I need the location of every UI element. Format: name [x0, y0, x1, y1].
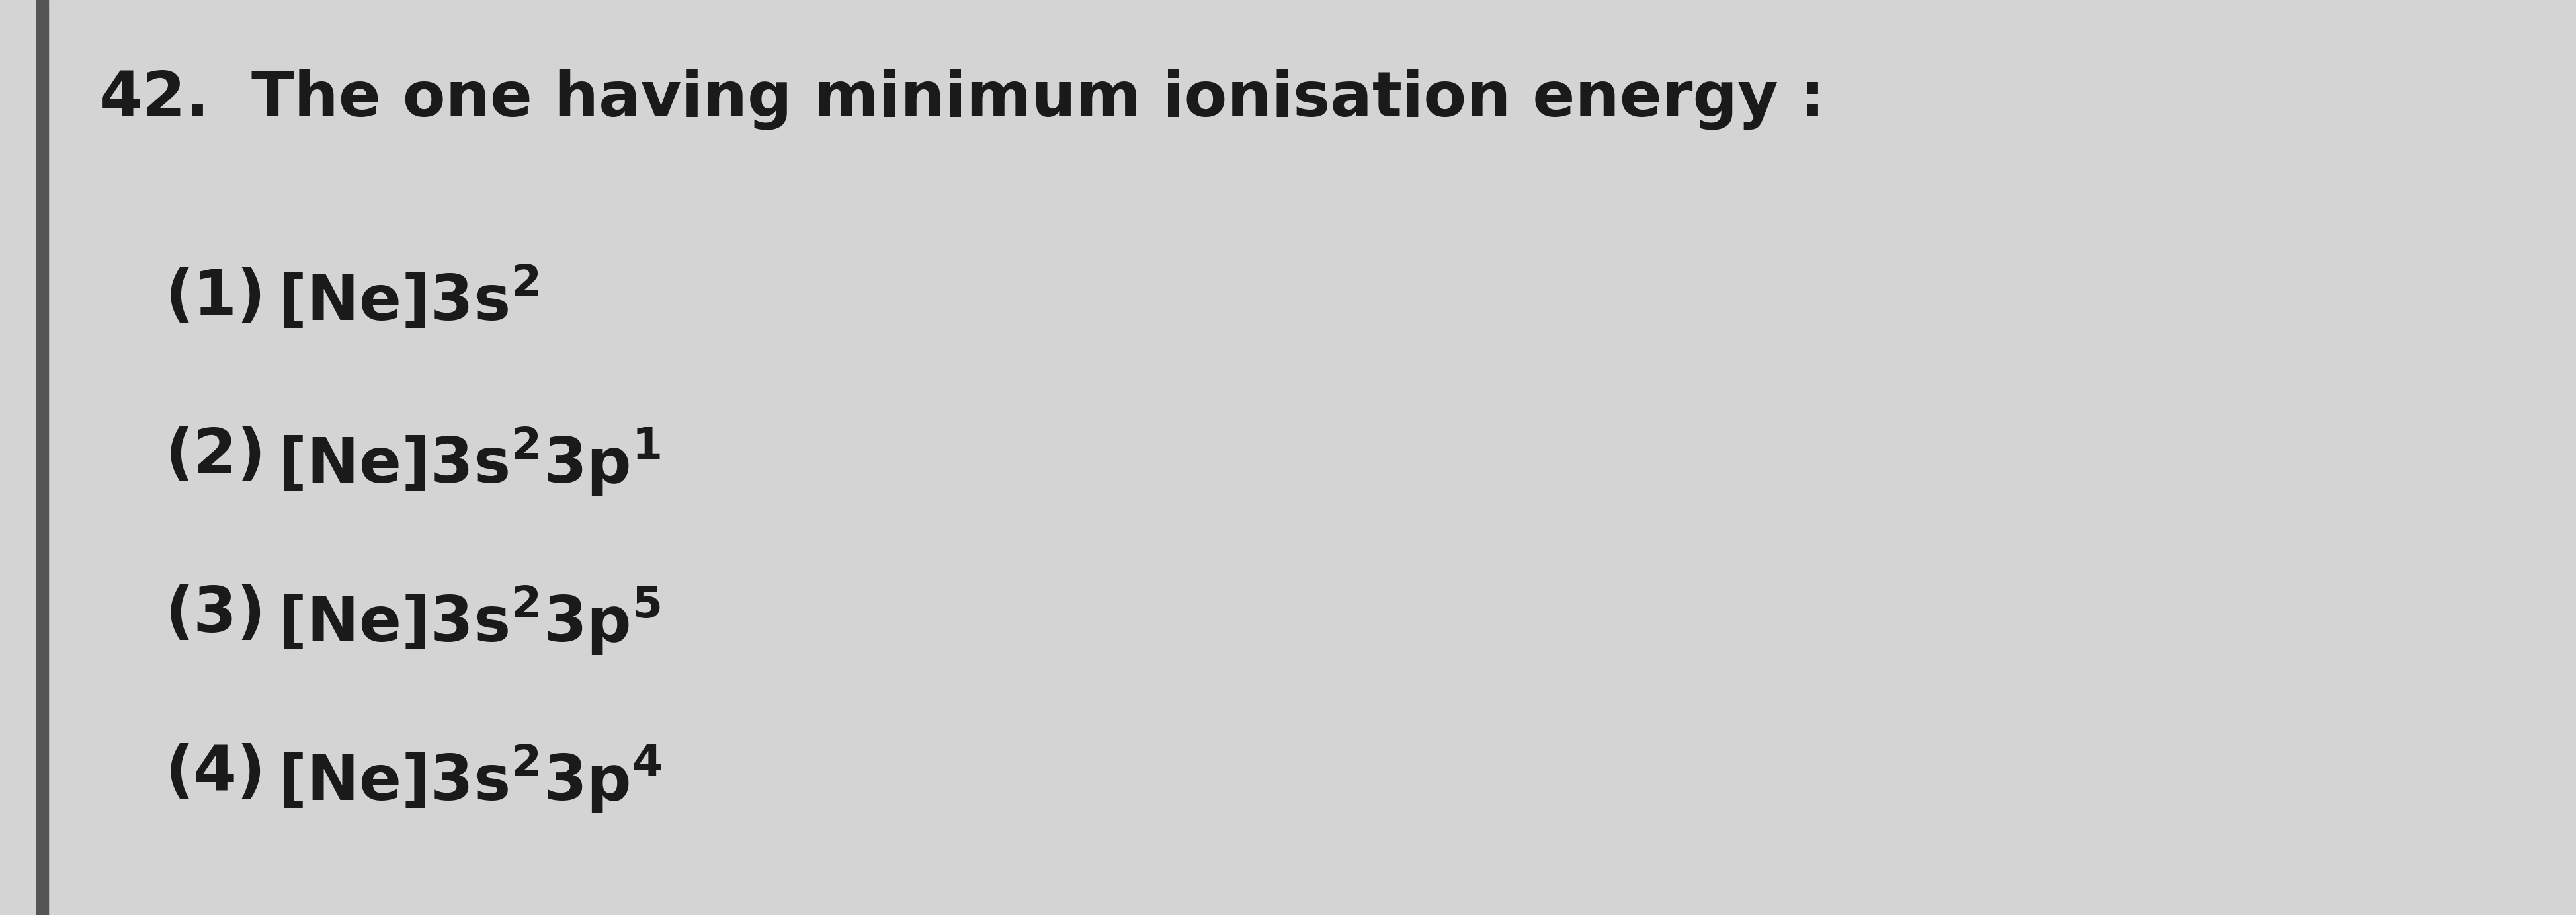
Text: $\mathregular{[Ne]3s^{2}}$: $\mathregular{[Ne]3s^{2}}$	[278, 267, 538, 334]
Text: (1): (1)	[165, 267, 265, 328]
Text: 42.: 42.	[100, 69, 211, 130]
Text: $\mathregular{[Ne]3s^{2}3p^{1}}$: $\mathregular{[Ne]3s^{2}3p^{1}}$	[278, 425, 659, 498]
Text: (3): (3)	[165, 585, 265, 645]
Text: (2): (2)	[165, 425, 265, 487]
Text: The one having minimum ionisation energy :: The one having minimum ionisation energy…	[252, 69, 1824, 130]
Text: (4): (4)	[165, 743, 265, 804]
Text: $\mathregular{[Ne]3s^{2}3p^{5}}$: $\mathregular{[Ne]3s^{2}3p^{5}}$	[278, 585, 659, 657]
Text: $\mathregular{[Ne]3s^{2}3p^{4}}$: $\mathregular{[Ne]3s^{2}3p^{4}}$	[278, 743, 662, 815]
Bar	[36, 0, 49, 915]
